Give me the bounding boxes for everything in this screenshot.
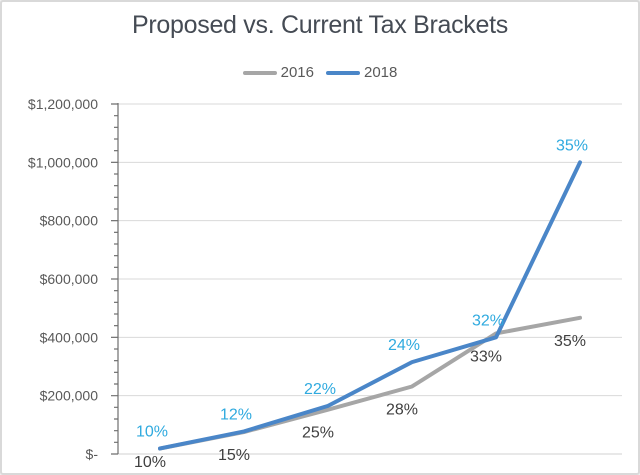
legend-swatch-2016 [242, 70, 277, 75]
data-label-2018: 24% [388, 337, 420, 354]
y-axis-tick-label: $800,000 [40, 213, 99, 229]
data-label-2016: 25% [302, 425, 334, 442]
y-axis-tick-label: $600,000 [40, 271, 99, 287]
legend: 2016 2018 [2, 64, 638, 81]
y-axis-tick-label: $200,000 [40, 388, 99, 404]
series-line-2018 [158, 160, 582, 451]
data-label-2016: 10% [134, 454, 166, 471]
data-label-2018: 10% [136, 423, 168, 440]
y-axis-tick-label: $- [86, 446, 99, 462]
data-label-2016: 33% [470, 348, 502, 365]
data-label-2016: 15% [218, 447, 250, 464]
data-label-2018: 22% [304, 381, 336, 398]
data-label-2018: 32% [472, 312, 504, 329]
chart-title: Proposed vs. Current Tax Brackets [132, 11, 508, 39]
y-axis-tick-label: $400,000 [40, 329, 99, 345]
legend-item-2016[interactable]: 2016 [242, 64, 314, 81]
data-label-2016: 35% [554, 333, 586, 350]
data-label-2018: 12% [220, 406, 252, 423]
legend-label-2016: 2016 [280, 64, 314, 81]
y-axis-tick-label: $1,200,000 [28, 96, 98, 112]
legend-swatch-2018 [326, 70, 360, 75]
data-label-2018: 35% [556, 137, 588, 154]
legend-item-2018[interactable]: 2018 [326, 64, 397, 81]
y-axis-tick-label: $1,000,000 [28, 154, 98, 170]
data-label-2016: 28% [386, 401, 418, 418]
legend-label-2018: 2018 [364, 64, 398, 81]
